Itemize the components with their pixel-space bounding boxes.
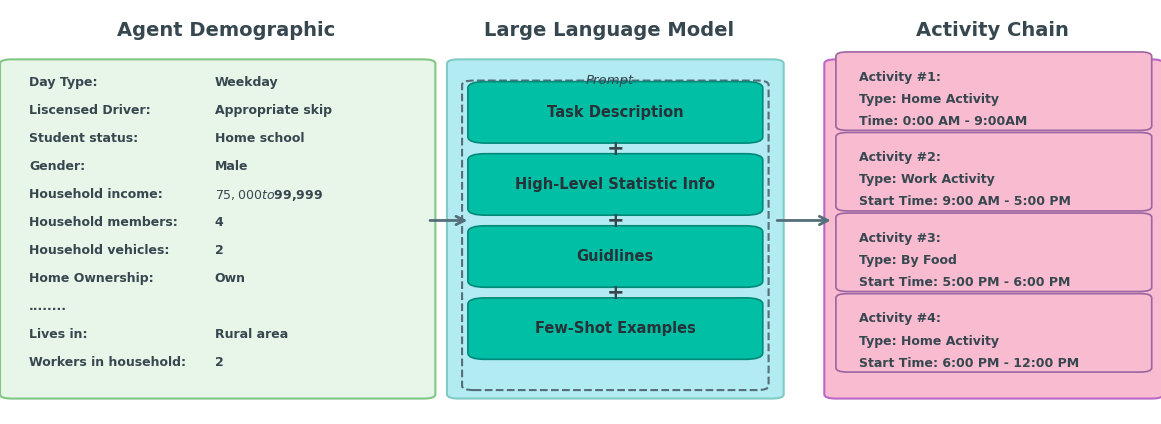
FancyBboxPatch shape xyxy=(836,52,1152,131)
Text: Household vehicles:: Household vehicles: xyxy=(29,244,170,257)
Text: Male: Male xyxy=(215,160,248,173)
Text: Start Time: 5:00 PM - 6:00 PM: Start Time: 5:00 PM - 6:00 PM xyxy=(859,276,1070,289)
FancyBboxPatch shape xyxy=(468,154,763,215)
FancyBboxPatch shape xyxy=(468,226,763,287)
Text: Guidlines: Guidlines xyxy=(577,249,654,264)
Text: ........: ........ xyxy=(29,300,67,313)
Text: Activity #4:: Activity #4: xyxy=(859,312,942,326)
Text: Time: 0:00 AM - 9:00AM: Time: 0:00 AM - 9:00AM xyxy=(859,115,1027,128)
Text: Type: Work Activity: Type: Work Activity xyxy=(859,173,995,187)
Text: Type: By Food: Type: By Food xyxy=(859,254,957,267)
Text: Rural area: Rural area xyxy=(215,328,288,341)
FancyBboxPatch shape xyxy=(0,59,435,399)
FancyBboxPatch shape xyxy=(447,59,784,399)
Text: Appropriate skip: Appropriate skip xyxy=(215,104,332,117)
FancyBboxPatch shape xyxy=(836,213,1152,292)
Text: Activity #1:: Activity #1: xyxy=(859,71,942,84)
Text: Weekday: Weekday xyxy=(215,76,279,89)
FancyBboxPatch shape xyxy=(836,132,1152,211)
Text: Liscensed Driver:: Liscensed Driver: xyxy=(29,104,151,117)
Text: 2: 2 xyxy=(215,244,224,257)
FancyBboxPatch shape xyxy=(468,298,763,359)
Text: Task Description: Task Description xyxy=(547,105,684,120)
Text: Start Time: 9:00 AM - 5:00 PM: Start Time: 9:00 AM - 5:00 PM xyxy=(859,195,1070,209)
Text: Few-Shot Examples: Few-Shot Examples xyxy=(535,321,695,336)
Text: Activity #3:: Activity #3: xyxy=(859,232,940,245)
Text: Start Time: 6:00 PM - 12:00 PM: Start Time: 6:00 PM - 12:00 PM xyxy=(859,357,1080,370)
Text: Own: Own xyxy=(215,272,246,285)
Text: Student status:: Student status: xyxy=(29,132,138,145)
Text: Prompt: Prompt xyxy=(585,74,634,87)
Text: 4: 4 xyxy=(215,216,224,229)
Text: 2: 2 xyxy=(215,356,224,369)
Text: +: + xyxy=(606,283,625,304)
Text: Gender:: Gender: xyxy=(29,160,85,173)
Text: Lives in:: Lives in: xyxy=(29,328,87,341)
Text: Day Type:: Day Type: xyxy=(29,76,98,89)
Text: Home school: Home school xyxy=(215,132,304,145)
Text: +: + xyxy=(606,139,625,159)
Text: +: + xyxy=(606,211,625,232)
Text: Activity Chain: Activity Chain xyxy=(916,21,1069,40)
Text: Household income:: Household income: xyxy=(29,188,163,201)
Text: Large Language Model: Large Language Model xyxy=(484,21,735,40)
Text: Household members:: Household members: xyxy=(29,216,178,229)
Text: Workers in household:: Workers in household: xyxy=(29,356,186,369)
Text: Agent Demographic: Agent Demographic xyxy=(117,21,336,40)
FancyBboxPatch shape xyxy=(836,293,1152,372)
Text: Activity #2:: Activity #2: xyxy=(859,151,942,165)
FancyBboxPatch shape xyxy=(824,59,1161,399)
Text: Home Ownership:: Home Ownership: xyxy=(29,272,153,285)
Text: $75,000 to $99,999: $75,000 to $99,999 xyxy=(215,188,323,203)
Text: Type: Home Activity: Type: Home Activity xyxy=(859,335,1000,348)
FancyBboxPatch shape xyxy=(468,81,763,143)
Text: Type: Home Activity: Type: Home Activity xyxy=(859,93,1000,106)
Text: High-Level Statistic Info: High-Level Statistic Info xyxy=(515,177,715,192)
